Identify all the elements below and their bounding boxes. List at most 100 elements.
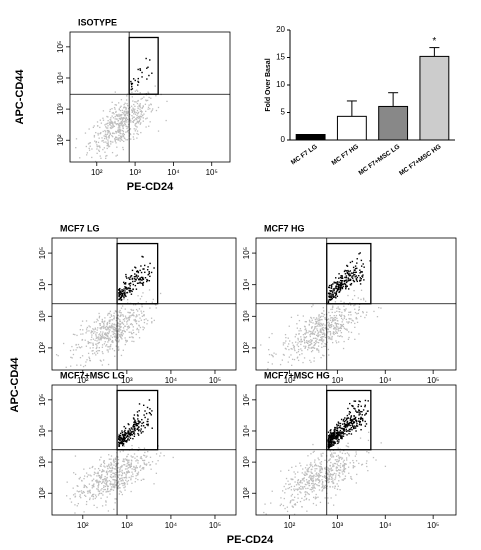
- event-dot: [123, 487, 125, 489]
- gated-dot: [351, 423, 354, 425]
- event-dot: [116, 115, 118, 117]
- event-dot: [127, 130, 129, 132]
- gated-dot: [139, 281, 141, 283]
- event-dot: [118, 109, 120, 111]
- event-dot: [85, 495, 87, 497]
- gated-dot: [346, 426, 348, 428]
- event-dot: [118, 433, 120, 436]
- gated-dot: [328, 295, 330, 298]
- event-dot: [329, 332, 332, 334]
- event-dot: [117, 463, 119, 465]
- event-dot: [109, 110, 111, 113]
- event-dot: [74, 493, 76, 495]
- event-dot: [85, 328, 88, 330]
- event-dot: [316, 320, 318, 323]
- event-dot: [98, 317, 101, 319]
- event-dot: [314, 318, 316, 321]
- event-dot: [112, 141, 114, 143]
- gated-dot: [330, 439, 332, 442]
- event-dot: [133, 128, 135, 130]
- gated-dot: [336, 433, 338, 436]
- event-dot: [129, 128, 132, 130]
- event-dot: [327, 479, 329, 481]
- event-dot: [89, 359, 91, 362]
- event-dot: [303, 499, 305, 501]
- event-dot: [87, 143, 90, 145]
- event-dot: [133, 120, 135, 122]
- event-dot: [328, 470, 330, 473]
- event-dot: [335, 340, 337, 342]
- event-dot: [115, 483, 118, 485]
- event-dot: [109, 337, 111, 339]
- event-dot: [104, 326, 107, 329]
- event-dot: [343, 459, 345, 461]
- gated-dot: [356, 262, 358, 264]
- event-dot: [273, 352, 275, 354]
- gated-dot: [339, 283, 341, 286]
- gated-dot: [341, 283, 344, 286]
- event-dot: [321, 333, 324, 336]
- event-dot: [340, 317, 343, 320]
- event-dot: [104, 485, 106, 488]
- gated-dot: [328, 298, 330, 301]
- event-dot: [113, 487, 116, 489]
- gated-dot: [330, 290, 332, 293]
- event-dot: [328, 322, 330, 325]
- event-dot: [125, 465, 127, 467]
- event-dot: [311, 477, 313, 479]
- gated-dot: [128, 433, 131, 436]
- gated-dot: [340, 282, 342, 284]
- gated-dot: [339, 425, 342, 427]
- event-dot: [330, 308, 332, 311]
- event-dot: [130, 490, 132, 493]
- event-dot: [135, 316, 137, 318]
- gated-dot: [350, 426, 353, 429]
- event-dot: [122, 117, 124, 119]
- event-dot: [331, 480, 333, 483]
- event-dot: [319, 330, 321, 332]
- event-dot: [145, 110, 147, 113]
- event-dot: [117, 476, 120, 478]
- event-dot: [329, 336, 331, 338]
- event-dot: [130, 331, 132, 333]
- event-dot: [128, 326, 131, 329]
- event-dot: [131, 111, 133, 113]
- event-dot: [315, 497, 318, 499]
- event-dot: [296, 501, 299, 503]
- gated-dot: [119, 291, 122, 294]
- event-dot: [103, 343, 106, 345]
- event-dot: [316, 484, 318, 486]
- event-dot: [106, 154, 108, 157]
- event-dot: [96, 488, 98, 490]
- gated-dot: [138, 421, 141, 423]
- plot-frame: [69, 31, 231, 163]
- event-dot: [360, 464, 363, 466]
- event-dot: [298, 330, 300, 332]
- event-dot: [327, 497, 329, 499]
- event-dot: [343, 340, 345, 343]
- event-dot: [172, 456, 174, 459]
- event-dot: [96, 475, 98, 477]
- event-dot: [133, 315, 135, 317]
- gated-dot: [343, 280, 346, 283]
- event-dot: [123, 110, 125, 113]
- gated-dot: [358, 412, 360, 414]
- gated-dot: [130, 274, 133, 277]
- event-dot: [138, 324, 140, 326]
- event-dot: [112, 125, 114, 128]
- event-dot: [104, 466, 106, 468]
- event-dot: [362, 297, 365, 300]
- event-dot: [89, 145, 91, 147]
- event-dot: [74, 333, 76, 336]
- event-dot: [121, 334, 123, 337]
- event-dot: [296, 344, 298, 346]
- event-dot: [316, 318, 318, 320]
- gated-dot: [359, 413, 361, 415]
- event-dot: [123, 477, 125, 479]
- event-dot: [296, 323, 298, 325]
- event-dot: [99, 324, 101, 326]
- event-dot: [105, 141, 107, 143]
- event-dot: [299, 328, 302, 330]
- event-dot: [69, 498, 71, 500]
- gated-dot: [345, 286, 347, 288]
